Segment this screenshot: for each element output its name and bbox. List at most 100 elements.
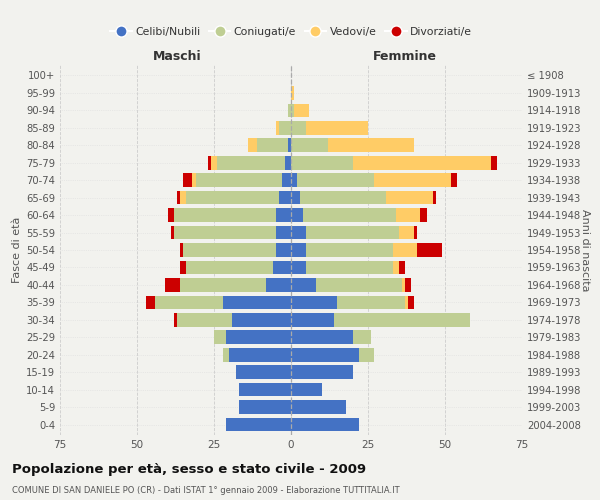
Bar: [196, 174, 282, 187]
Text: Popolazione per età, sesso e stato civile - 2009: Popolazione per età, sesso e stato civil…: [12, 463, 366, 476]
Bar: [291, 330, 353, 344]
Bar: [232, 313, 291, 326]
Bar: [491, 156, 497, 170]
Bar: [211, 156, 217, 170]
Bar: [300, 191, 386, 204]
Bar: [174, 208, 275, 222]
Legend: Celibi/Nubili, Coniugati/e, Vedovi/e, Divorziati/e: Celibi/Nubili, Coniugati/e, Vedovi/e, Di…: [106, 22, 476, 41]
Bar: [278, 191, 291, 204]
Bar: [353, 330, 371, 344]
Bar: [291, 208, 304, 222]
Bar: [421, 208, 427, 222]
Bar: [180, 243, 183, 257]
Bar: [291, 243, 307, 257]
Bar: [399, 226, 414, 239]
Bar: [193, 174, 196, 187]
Bar: [214, 330, 226, 344]
Bar: [272, 260, 291, 274]
Bar: [275, 243, 291, 257]
Bar: [316, 278, 402, 291]
Y-axis label: Fasce di età: Fasce di età: [12, 217, 22, 283]
Bar: [291, 260, 307, 274]
Bar: [396, 208, 421, 222]
Bar: [266, 278, 291, 291]
Bar: [229, 348, 291, 362]
Bar: [291, 313, 334, 326]
Bar: [405, 278, 411, 291]
Bar: [282, 174, 291, 187]
Bar: [226, 330, 291, 344]
Bar: [217, 156, 285, 170]
Bar: [291, 400, 346, 414]
Bar: [417, 243, 442, 257]
Bar: [291, 278, 316, 291]
Bar: [208, 156, 211, 170]
Bar: [291, 191, 300, 204]
Bar: [248, 138, 257, 152]
Bar: [374, 174, 451, 187]
Bar: [291, 418, 359, 432]
Bar: [337, 296, 405, 309]
Bar: [275, 121, 278, 134]
Bar: [414, 226, 417, 239]
Bar: [291, 366, 353, 379]
Bar: [408, 296, 414, 309]
Bar: [183, 243, 275, 257]
Bar: [275, 226, 291, 239]
Bar: [288, 138, 291, 152]
Bar: [291, 174, 297, 187]
Bar: [174, 313, 177, 326]
Bar: [402, 278, 405, 291]
Bar: [186, 260, 272, 274]
Bar: [399, 260, 405, 274]
Bar: [278, 121, 291, 134]
Bar: [291, 296, 337, 309]
Bar: [451, 174, 457, 187]
Bar: [239, 383, 291, 396]
Bar: [183, 174, 193, 187]
Bar: [285, 156, 291, 170]
Bar: [291, 383, 322, 396]
Bar: [386, 191, 433, 204]
Bar: [155, 296, 223, 309]
Bar: [307, 260, 392, 274]
Y-axis label: Anni di nascita: Anni di nascita: [580, 209, 590, 291]
Bar: [257, 138, 288, 152]
Bar: [288, 104, 291, 117]
Bar: [359, 348, 374, 362]
Bar: [177, 313, 232, 326]
Bar: [177, 191, 180, 204]
Text: COMUNE DI SAN DANIELE PO (CR) - Dati ISTAT 1° gennaio 2009 - Elaborazione TUTTIT: COMUNE DI SAN DANIELE PO (CR) - Dati IST…: [12, 486, 400, 495]
Bar: [291, 156, 353, 170]
Bar: [392, 260, 399, 274]
Bar: [433, 191, 436, 204]
Bar: [146, 296, 155, 309]
Bar: [275, 208, 291, 222]
Bar: [180, 260, 186, 274]
Bar: [291, 138, 328, 152]
Bar: [168, 208, 174, 222]
Bar: [328, 138, 414, 152]
Bar: [239, 400, 291, 414]
Bar: [392, 243, 417, 257]
Bar: [291, 86, 294, 100]
Bar: [174, 226, 275, 239]
Bar: [291, 104, 294, 117]
Bar: [180, 278, 266, 291]
Bar: [297, 174, 374, 187]
Text: Femmine: Femmine: [373, 50, 437, 64]
Bar: [171, 226, 174, 239]
Bar: [307, 226, 399, 239]
Text: Maschi: Maschi: [153, 50, 202, 64]
Bar: [307, 243, 392, 257]
Bar: [353, 156, 491, 170]
Bar: [180, 191, 186, 204]
Bar: [223, 348, 229, 362]
Bar: [226, 418, 291, 432]
Bar: [334, 313, 470, 326]
Bar: [165, 278, 180, 291]
Bar: [236, 366, 291, 379]
Bar: [405, 296, 408, 309]
Bar: [186, 191, 278, 204]
Bar: [291, 348, 359, 362]
